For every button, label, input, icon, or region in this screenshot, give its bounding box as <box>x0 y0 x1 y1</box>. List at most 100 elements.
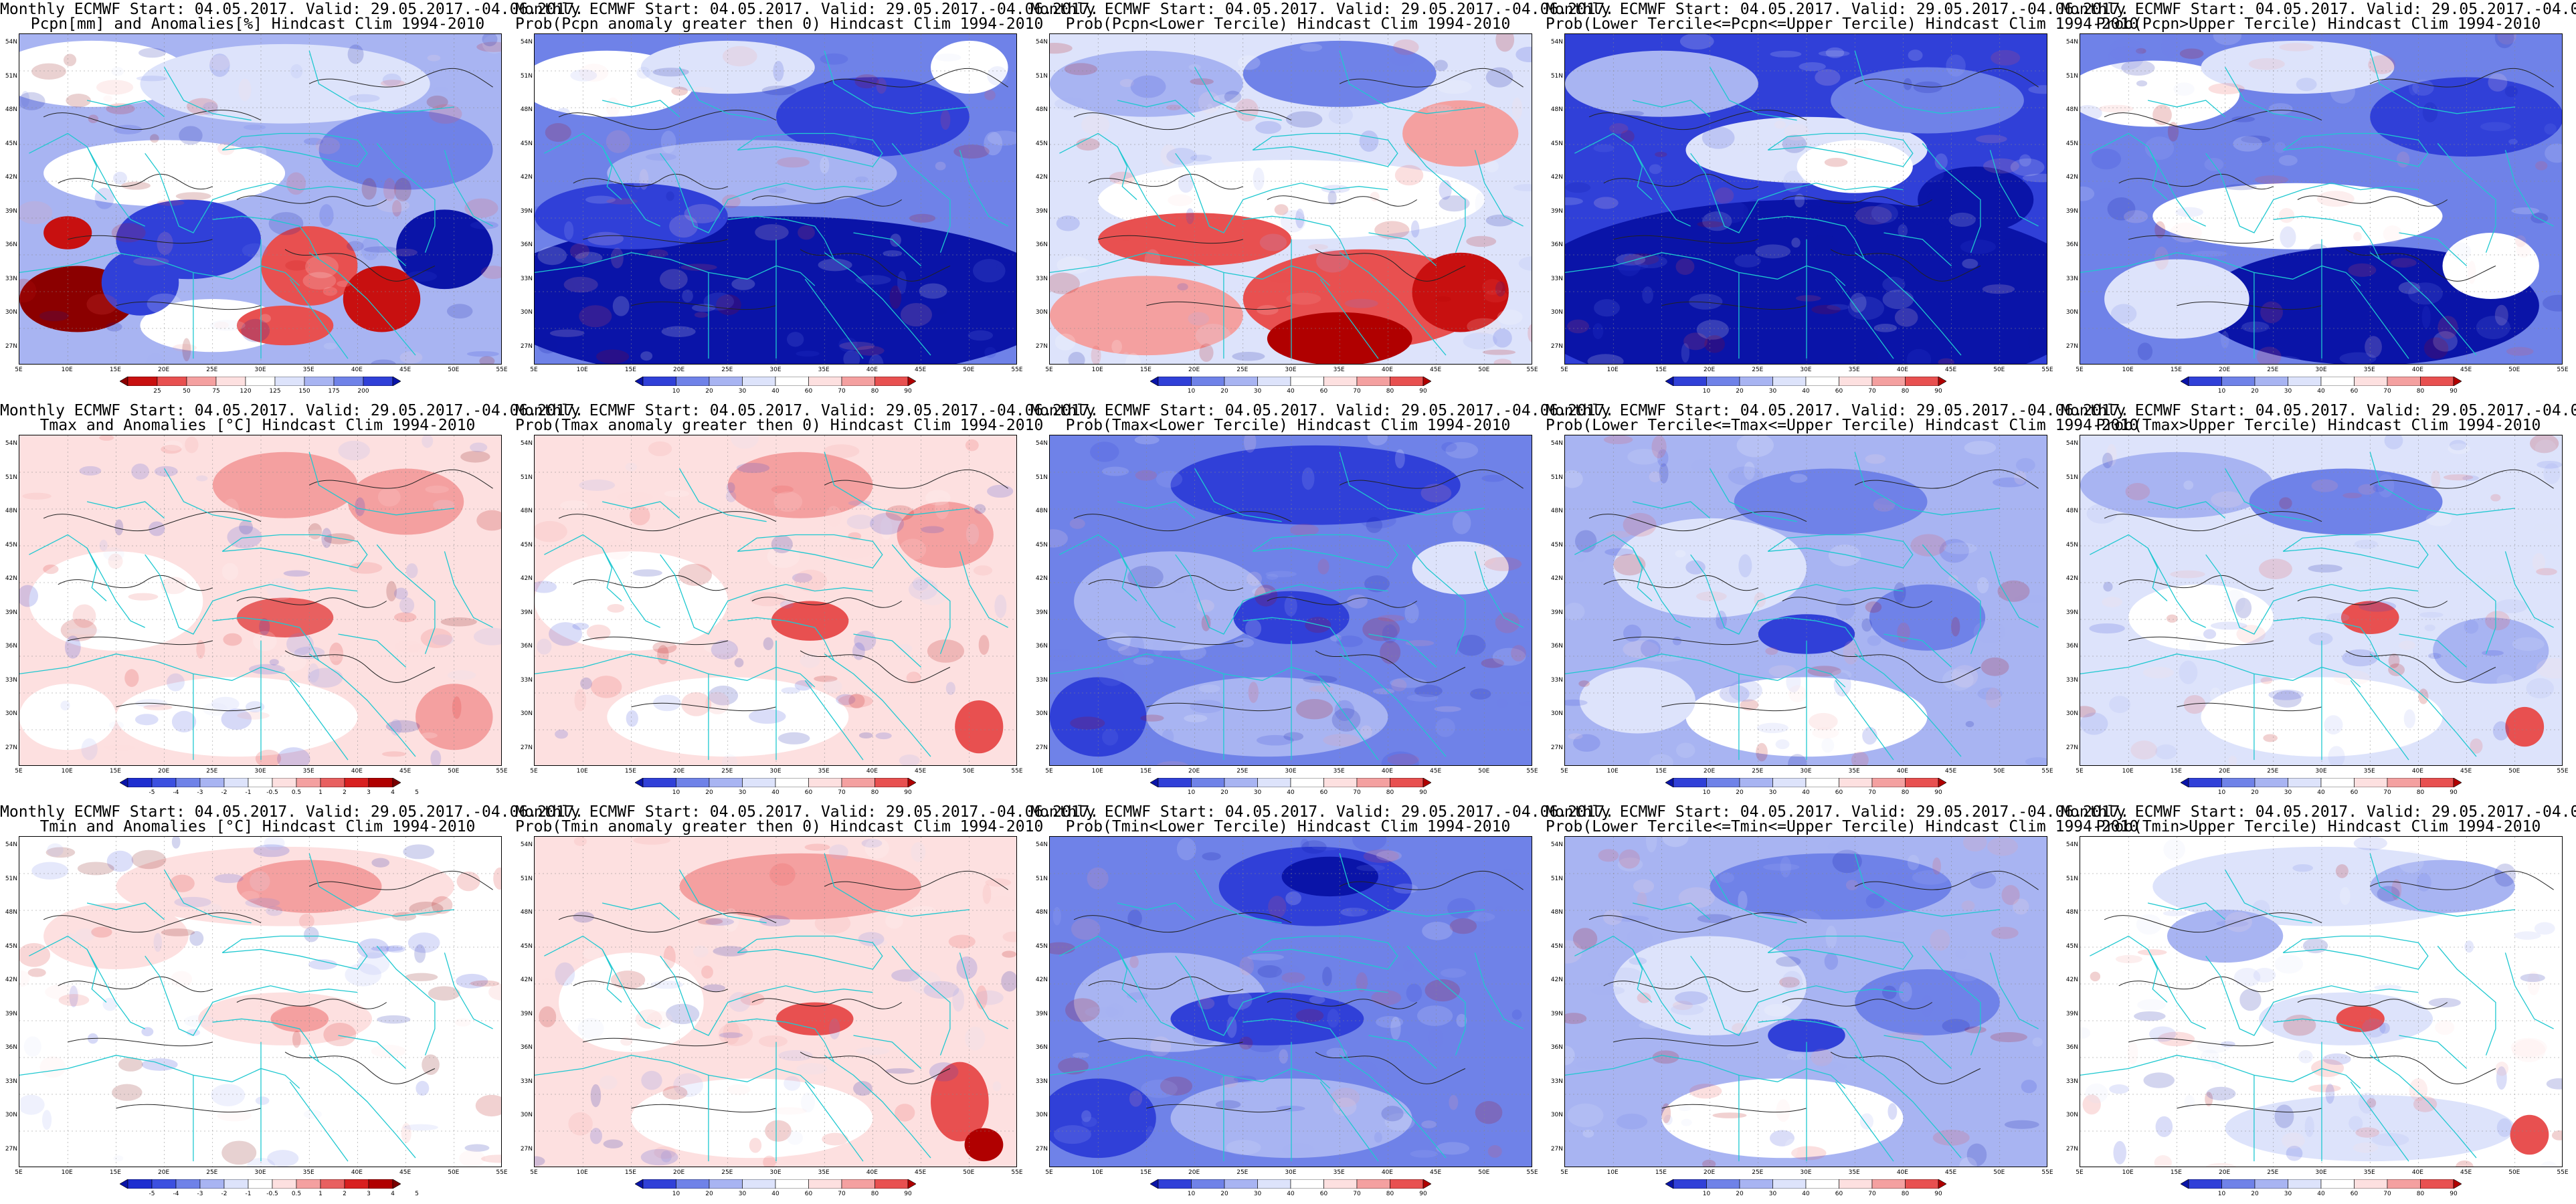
coastline <box>1758 1018 1865 1062</box>
lon-tick-label: 5E <box>1560 1169 1568 1176</box>
lon-tick-label: 45E <box>1430 1169 1442 1176</box>
isoline-contour <box>1603 173 1759 190</box>
field-speckle <box>1676 742 1695 759</box>
field-speckle <box>1934 153 1948 170</box>
coastline <box>444 150 493 227</box>
field-speckle <box>1359 130 1379 153</box>
field-speckle <box>1565 1045 1575 1066</box>
isoline-contour <box>1315 1051 1466 1084</box>
field-speckle <box>1085 1006 1119 1018</box>
field-speckle <box>1227 990 1253 1010</box>
field-speckle <box>319 204 334 227</box>
field-speckle <box>1518 256 1532 271</box>
isoline-contour <box>116 702 262 712</box>
lat-tick-label: 36N <box>1550 1044 1563 1051</box>
colorbar-tick-label: 20 <box>2251 388 2259 395</box>
colorbar-swatch <box>808 1179 842 1189</box>
field-speckle <box>2298 1050 2313 1064</box>
isoline-contour <box>68 235 213 244</box>
field-speckle <box>1712 1112 1747 1118</box>
field-speckle <box>731 278 755 290</box>
field-speckle <box>2154 221 2166 239</box>
isoline-contour <box>2297 998 2448 1009</box>
lon-tick-label: 40E <box>1381 768 1393 775</box>
colorbar-swatch <box>2320 1179 2355 1189</box>
field-speckle <box>454 1018 471 1027</box>
field-speckle <box>1959 1157 1977 1167</box>
field-speckle <box>2281 1132 2305 1149</box>
field-speckle <box>114 519 124 536</box>
field-speckle <box>244 238 258 249</box>
lon-tick-label: 40E <box>1896 1169 1908 1176</box>
field-speckle <box>820 53 848 65</box>
map-field <box>535 435 1016 765</box>
lon-tick-label: 25E <box>206 768 218 775</box>
field-speckle <box>935 161 946 171</box>
lon-tick-label: 30E <box>254 1169 266 1176</box>
field-speckle <box>1394 165 1424 186</box>
forecast-map <box>1049 435 1532 766</box>
field-speckle <box>1180 644 1206 660</box>
coastline <box>1854 252 1962 356</box>
lon-tick-label: 55E <box>2041 1169 2053 1176</box>
field-speckle <box>545 123 571 142</box>
colorbar-swatch <box>368 778 393 787</box>
field-region <box>140 299 286 353</box>
field-speckle <box>1617 253 1641 277</box>
field-region <box>1170 992 1364 1045</box>
field-speckle <box>371 946 403 952</box>
colorbar-swatch <box>1150 1179 1159 1189</box>
colorbar-tick-label: 40 <box>1802 388 1810 395</box>
field-speckle <box>2535 439 2557 458</box>
field-speckle <box>579 479 616 491</box>
field-speckle <box>214 321 229 329</box>
colorbar-tick-label: 10 <box>2217 388 2226 395</box>
field-speckle <box>112 1084 143 1101</box>
coastline <box>2225 67 2312 121</box>
field-speckle <box>118 1057 143 1072</box>
field-speckle <box>1406 983 1422 1003</box>
coastline <box>727 183 873 201</box>
field-speckle <box>1675 550 1686 558</box>
lon-tick-label: 50E <box>448 367 460 373</box>
field-region <box>236 597 334 637</box>
coastline <box>338 633 407 668</box>
lat-tick-label: 33N <box>1035 676 1048 684</box>
forecast-map <box>534 435 1017 766</box>
field-speckle <box>899 755 920 765</box>
field-speckle <box>1101 466 1129 476</box>
field-speckle <box>1515 46 1532 63</box>
field-speckle <box>1156 470 1183 488</box>
field-speckle <box>1186 208 1194 225</box>
field-speckle <box>572 622 589 630</box>
field-speckle <box>277 747 310 765</box>
field-region <box>1233 591 1350 644</box>
field-speckle <box>773 491 803 512</box>
isoline-contour <box>1603 575 1759 591</box>
colorbar-swatch <box>1871 377 1906 386</box>
field-speckle <box>1301 467 1315 490</box>
field-speckle <box>2349 1116 2363 1131</box>
field-speckle <box>1578 680 1590 687</box>
lat-tick-label: 33N <box>1035 1078 1048 1085</box>
colorbar-tick-label: 30 <box>1768 789 1777 796</box>
field-speckle <box>927 639 965 663</box>
field-speckle <box>952 988 965 1012</box>
field-speckle <box>2546 1078 2562 1090</box>
field-speckle <box>823 679 842 694</box>
field-speckle <box>838 337 858 353</box>
field-speckle <box>2392 732 2414 747</box>
coastline <box>2437 945 2496 1056</box>
colorbar-tick-label: 60 <box>1319 789 1328 796</box>
field-speckle <box>1873 498 1896 512</box>
colorbar-tick-label: 20 <box>2251 1191 2259 1197</box>
field-speckle <box>466 350 499 357</box>
field-speckle <box>2330 79 2355 104</box>
colorbar-swatch <box>1665 377 1674 386</box>
field-speckle <box>149 521 165 536</box>
field-speckle <box>2146 128 2165 138</box>
field-speckle <box>1821 738 1835 753</box>
lat-tick-label: 51N <box>520 474 533 481</box>
field-speckle <box>1295 208 1305 229</box>
map-panel: Monthly ECMWF Start: 04.05.2017. Valid: … <box>515 0 1099 401</box>
